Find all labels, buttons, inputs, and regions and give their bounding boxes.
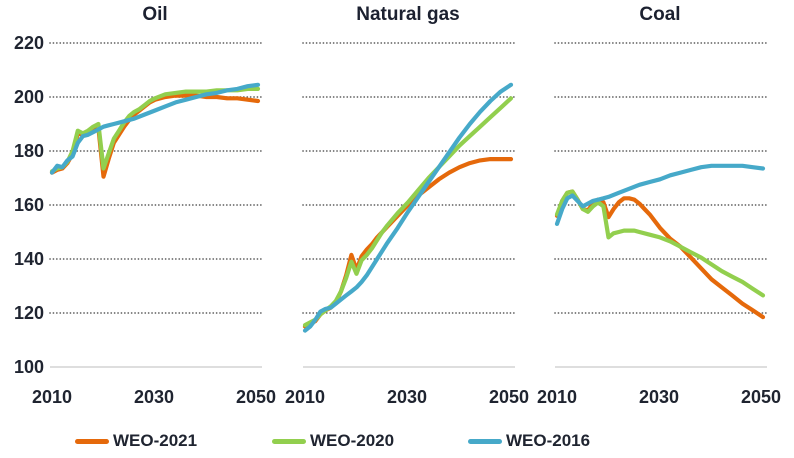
x-tick-label: 2050 [235, 387, 277, 407]
legend-line-swatch-weo-2016 [468, 438, 502, 444]
series-line-weo-2016 [302, 82, 514, 333]
x-tick-label: 2010 [284, 387, 326, 407]
panel-title-natural-gas: Natural gas [356, 4, 460, 25]
x-axis-oil: 2010 2030 2050 [30, 386, 278, 408]
y-tick-label: 180 [13, 141, 44, 161]
coal-line-plot [554, 42, 768, 368]
y-tick-label: 200 [13, 87, 44, 107]
legend-label: WEO-2020 [310, 431, 395, 450]
y-tick-label: 220 [13, 33, 44, 53]
legend-line-swatch-weo-2020 [272, 438, 306, 444]
series-line-weo-2016 [49, 82, 261, 175]
legend-label: WEO-2016 [506, 431, 591, 450]
y-tick-label: 120 [13, 303, 44, 323]
legend-label: WEO-2021 [113, 431, 198, 450]
oil-line-plot [49, 42, 263, 368]
y-tick-label: 100 [13, 357, 44, 377]
panel-title-coal: Coal [639, 4, 681, 25]
legend-item-weo-2021: WEO-2021 [75, 428, 197, 454]
x-tick-label: 2030 [133, 387, 175, 407]
x-tick-label: 2030 [638, 387, 680, 407]
natural-gas-line-plot [302, 42, 516, 368]
x-axis-coal: 2010 2030 2050 [535, 386, 783, 408]
legend-line-swatch-weo-2021 [75, 438, 109, 444]
y-tick-label: 140 [13, 249, 44, 269]
x-tick-label: 2010 [536, 387, 578, 407]
x-tick-label: 2010 [31, 387, 73, 407]
x-tick-label: 2050 [488, 387, 530, 407]
panel-title-oil: Oil [142, 4, 168, 25]
legend-item-weo-2016: WEO-2016 [468, 428, 590, 454]
series-line-weo-2020 [49, 86, 261, 174]
x-tick-label: 2030 [386, 387, 428, 407]
y-tick-label: 160 [13, 195, 44, 215]
x-axis-natural-gas: 2010 2030 2050 [283, 386, 531, 408]
series-line-weo-2016 [554, 163, 766, 226]
x-tick-label: 2050 [740, 387, 782, 407]
legend-item-weo-2020: WEO-2020 [272, 428, 394, 454]
legend: WEO-2021 WEO-2020 WEO-2016 [0, 428, 794, 454]
